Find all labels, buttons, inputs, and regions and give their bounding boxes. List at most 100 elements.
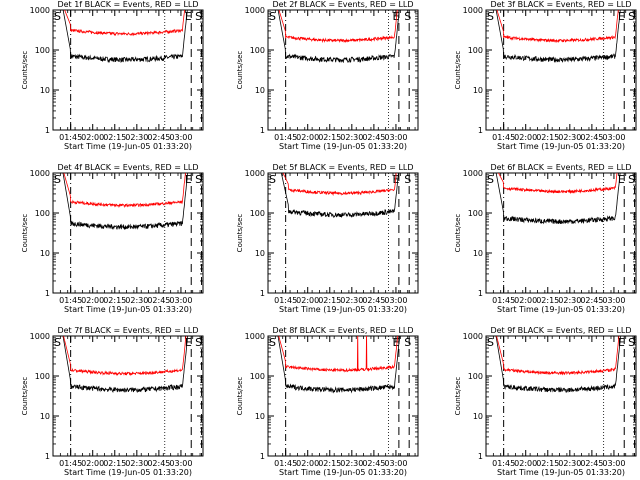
y-tick-label: 100: [250, 209, 265, 218]
x-tick-label: 02:30: [340, 296, 363, 305]
event-marker-s: S: [269, 336, 276, 349]
x-tick-label: 03:00: [169, 459, 192, 468]
event-marker-s: S: [195, 336, 202, 349]
y-tick-label: 1: [260, 452, 265, 461]
y-tick-label: 1000: [245, 6, 265, 15]
series-lld: [498, 173, 618, 195]
y-tick-label: 100: [35, 46, 50, 55]
y-tick-label: 1: [260, 126, 265, 135]
panel-title: Det 1f BLACK = Events, RED = LLD: [57, 0, 198, 9]
y-axis-label: Counts/sec: [454, 214, 462, 253]
x-tick-label: 02:30: [340, 133, 363, 142]
x-axis-label: Start Time (19-Jun-05 01:33:20): [279, 305, 407, 314]
x-tick-label: 02:00: [514, 296, 537, 305]
x-tick-label: 02:00: [296, 459, 319, 468]
panel-title: Det 6f BLACK = Events, RED = LLD: [490, 163, 631, 172]
panel-det-4f: Det 4f BLACK = Events, RED = LLD 1 10 100 10…: [21, 163, 204, 314]
y-tick-label: 10: [255, 86, 265, 95]
x-tick-label: 01:45: [492, 296, 515, 305]
series-lld: [63, 173, 186, 209]
x-tick-label: 02:45: [362, 296, 385, 305]
series-lld: [278, 336, 399, 373]
x-tick-label: 02:45: [580, 133, 603, 142]
y-axis-label: Counts/sec: [236, 51, 244, 90]
series-lld: [496, 10, 619, 44]
panel-det-8f: Det 8f BLACK = Events, RED = LLD 1 10 100 10…: [236, 326, 419, 477]
y-tick-label: 1000: [245, 332, 265, 341]
y-tick-label: 10: [473, 412, 483, 421]
y-tick-label: 1000: [463, 169, 483, 178]
x-tick-label: 02:00: [514, 133, 537, 142]
y-axis-label: Counts/sec: [236, 377, 244, 416]
plot-frame: [52, 335, 204, 457]
x-axis-label: Start Time (19-Jun-05 01:33:20): [497, 468, 625, 477]
series-events: [277, 10, 400, 64]
y-tick-label: 1: [478, 452, 483, 461]
event-marker-s: S: [195, 10, 202, 23]
x-tick-label: 03:00: [602, 296, 625, 305]
plot-frame: [267, 9, 419, 131]
x-tick-label: 01:45: [274, 459, 297, 468]
event-marker-s: S: [487, 10, 494, 23]
x-tick-label: 03:00: [169, 133, 192, 142]
y-axis-label: Counts/sec: [236, 214, 244, 253]
event-marker-s: S: [628, 10, 635, 23]
event-marker-e: E: [618, 10, 625, 23]
x-tick-label: 02:15: [103, 296, 126, 305]
panel-title: Det 9f BLACK = Events, RED = LLD: [490, 326, 631, 335]
x-tick-label: 02:00: [514, 459, 537, 468]
x-tick-label: 02:15: [536, 459, 559, 468]
series-events: [62, 336, 189, 394]
x-axis-label: Start Time (19-Jun-05 01:33:20): [497, 142, 625, 151]
x-tick-label: 02:15: [536, 296, 559, 305]
event-marker-s: S: [487, 173, 494, 186]
event-marker-s: S: [628, 336, 635, 349]
y-tick-label: 1000: [463, 6, 483, 15]
panel-title: Det 8f BLACK = Events, RED = LLD: [272, 326, 413, 335]
y-tick-label: 10: [255, 249, 265, 258]
series-events: [62, 10, 188, 64]
x-tick-label: 02:30: [558, 133, 581, 142]
y-tick-label: 10: [40, 412, 50, 421]
y-axis-label: Counts/sec: [454, 51, 462, 90]
series-events: [280, 173, 399, 219]
event-marker-e: E: [185, 10, 192, 23]
y-tick-label: 100: [250, 46, 265, 55]
y-tick-label: 100: [35, 372, 50, 381]
x-tick-label: 02:45: [147, 133, 170, 142]
y-tick-label: 10: [40, 249, 50, 258]
series-events: [277, 336, 401, 394]
series-events: [495, 336, 622, 394]
event-marker-s: S: [195, 173, 202, 186]
x-tick-label: 02:30: [125, 459, 148, 468]
y-tick-label: 100: [468, 46, 483, 55]
event-marker-e: E: [393, 336, 400, 349]
x-axis-label: Start Time (19-Jun-05 01:33:20): [64, 305, 192, 314]
series-lld: [64, 10, 185, 37]
y-tick-label: 1: [478, 289, 483, 298]
y-tick-label: 1: [478, 126, 483, 135]
panel-det-6f: Det 6f BLACK = Events, RED = LLD 1 10 100 10…: [454, 163, 637, 314]
series-events: [62, 173, 189, 231]
event-marker-e: E: [185, 173, 192, 186]
x-tick-label: 02:30: [125, 296, 148, 305]
x-axis-label: Start Time (19-Jun-05 01:33:20): [64, 142, 192, 151]
x-tick-label: 03:00: [602, 459, 625, 468]
event-marker-s: S: [487, 336, 494, 349]
x-tick-label: 02:45: [580, 296, 603, 305]
event-marker-s: S: [628, 173, 635, 186]
plot-frame: [485, 335, 637, 457]
event-marker-s: S: [404, 173, 411, 186]
y-axis-label: Counts/sec: [21, 51, 29, 90]
x-tick-label: 02:45: [362, 459, 385, 468]
x-tick-label: 02:15: [103, 133, 126, 142]
panel-det-1f: Det 1f BLACK = Events, RED = LLD 1 10 100 10…: [21, 0, 204, 151]
x-tick-label: 02:45: [147, 459, 170, 468]
y-axis-label: Counts/sec: [454, 377, 462, 416]
y-tick-label: 1000: [30, 332, 50, 341]
x-tick-label: 01:45: [492, 133, 515, 142]
x-tick-label: 02:15: [318, 133, 341, 142]
panel-title: Det 5f BLACK = Events, RED = LLD: [272, 163, 413, 172]
x-axis-label: Start Time (19-Jun-05 01:33:20): [64, 468, 192, 477]
